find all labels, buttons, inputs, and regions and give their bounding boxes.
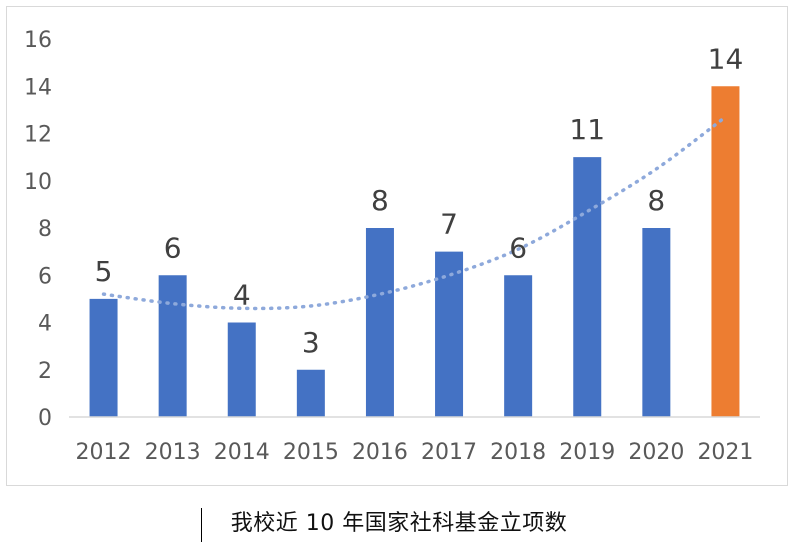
bar-2013 [158, 275, 187, 417]
bar-2017 [435, 251, 464, 417]
y-tick-label: 2 [38, 359, 52, 384]
bar-2012 [89, 298, 118, 417]
x-tick-label: 2016 [352, 440, 408, 465]
text-cursor [201, 508, 202, 542]
y-tick-label: 4 [38, 312, 52, 337]
figure-caption: 我校近 10 年国家社科基金立项数 [230, 511, 568, 536]
bar-2019 [573, 157, 602, 417]
x-tick-label: 2020 [628, 440, 684, 465]
x-tick-label: 2013 [145, 440, 201, 465]
data-label-2014: 4 [233, 279, 251, 312]
y-tick-label: 12 [24, 123, 52, 148]
x-tick-label: 2019 [559, 440, 615, 465]
data-label-2020: 8 [647, 184, 665, 217]
data-label-2013: 6 [164, 231, 182, 264]
bar-2015 [296, 369, 325, 417]
x-tick-label: 2021 [697, 440, 753, 465]
data-label-2012: 5 [95, 255, 113, 288]
y-tick-label: 16 [24, 28, 52, 53]
x-tick-label: 2018 [490, 440, 546, 465]
bar-2020 [642, 228, 671, 417]
y-tick-label: 14 [24, 75, 52, 100]
bar-2018 [504, 275, 533, 417]
bar-2016 [365, 228, 394, 417]
data-label-2019: 11 [569, 113, 605, 146]
y-tick-label: 8 [38, 217, 52, 242]
y-tick-label: 6 [38, 264, 52, 289]
trendline [101, 115, 728, 311]
x-tick-label: 2014 [214, 440, 270, 465]
y-tick-label: 10 [24, 170, 52, 195]
data-label-2021: 14 [708, 42, 744, 75]
x-tick-label: 2015 [283, 440, 339, 465]
chart-frame: 0 2 4 6 8 10 12 14 16 2012 2013 2014 2015 2016 2017 201… [6, 6, 788, 486]
y-tick-label: 0 [38, 406, 52, 431]
bar-2021 [711, 86, 740, 417]
data-label-2015: 3 [302, 326, 320, 359]
data-label-2016: 8 [371, 184, 389, 217]
x-tick-label: 2012 [76, 440, 132, 465]
data-label-2017: 7 [440, 208, 458, 241]
bar-chart: 0 2 4 6 8 10 12 14 16 2012 2013 2014 2015 2016 2017 201… [24, 28, 760, 465]
bar-2014 [227, 322, 256, 417]
x-tick-label: 2017 [421, 440, 477, 465]
data-label-2018: 6 [509, 231, 527, 264]
